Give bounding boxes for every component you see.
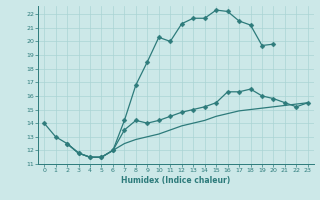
- X-axis label: Humidex (Indice chaleur): Humidex (Indice chaleur): [121, 176, 231, 185]
